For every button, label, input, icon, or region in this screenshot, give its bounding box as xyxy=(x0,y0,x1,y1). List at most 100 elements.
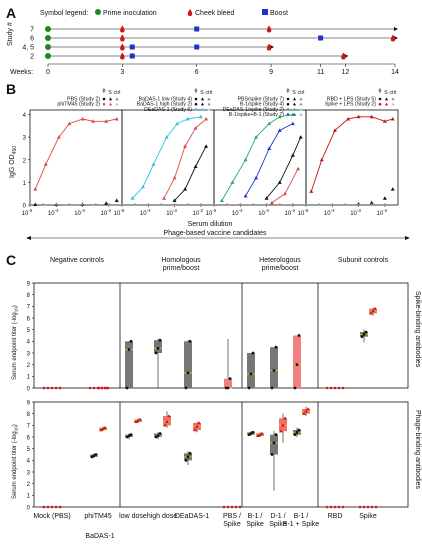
boost-icon xyxy=(262,9,268,15)
legend-item-label: Cheek bleed xyxy=(195,10,234,17)
zero-point xyxy=(230,505,234,509)
legend-entry-label: PBS (Study 2) xyxy=(67,97,100,103)
group-header: Heterologous xyxy=(259,257,301,264)
zero-point xyxy=(46,386,50,390)
boost-marker xyxy=(318,35,324,41)
baseline-point xyxy=(291,203,295,206)
data-point-spike xyxy=(281,423,285,427)
legend-entry-label: BaDAS-1 high (Study 2) xyxy=(137,102,193,108)
row-side-label: Phage-binding antibodies xyxy=(414,410,421,490)
bleed-marker xyxy=(120,25,125,33)
baseline-point xyxy=(357,203,360,206)
data-point xyxy=(254,175,259,180)
baseline-point xyxy=(133,203,137,206)
data-point xyxy=(319,157,324,162)
data-point xyxy=(219,198,224,202)
legend-marker-spike xyxy=(292,97,297,101)
data-point xyxy=(114,117,119,121)
weeks-tick-label: 12 xyxy=(342,69,350,76)
x-tick-exponent: -5 xyxy=(212,208,216,213)
data-point xyxy=(80,117,85,121)
boost-marker xyxy=(194,44,200,50)
data-point xyxy=(184,458,188,462)
data-point xyxy=(228,377,232,381)
baseline-point xyxy=(383,203,387,206)
zero-point xyxy=(54,505,58,509)
data-point xyxy=(369,200,374,205)
legend-entry-label: phiTM45 (Study 2) xyxy=(57,102,100,108)
data-point-spike xyxy=(283,416,287,420)
data-point-spike xyxy=(302,411,306,415)
group-header: Negative controls xyxy=(50,257,105,264)
x-tick-label: 10-5 xyxy=(114,208,125,217)
legend-entry-label: DEaDAS-1/spike (Study 7) xyxy=(223,107,285,113)
iggod-axis-label: IgG OD450 xyxy=(9,146,18,178)
zero-point xyxy=(374,505,378,509)
data-point-spike xyxy=(163,423,167,427)
legend-header-s: S xyxy=(292,90,296,96)
data-point xyxy=(390,117,395,121)
x-tick-exponent: -5 xyxy=(120,208,124,213)
x-tick-label: 10-2 xyxy=(377,208,388,217)
baseline-point xyxy=(28,203,32,206)
baseline-point xyxy=(370,203,373,206)
data-point xyxy=(154,351,158,355)
weeks-ticks: 0 3 6 9 11 12 14 xyxy=(46,63,399,76)
titer-axis-sub: 10 xyxy=(14,307,19,313)
data-point xyxy=(186,371,190,375)
category-label: B-1 + Spike xyxy=(283,521,319,528)
legend-marker-spike xyxy=(391,97,395,101)
x-tick-label: 10-2 xyxy=(285,208,296,217)
data-point xyxy=(141,184,146,189)
legend-marker-phage xyxy=(194,97,198,101)
category-label: phiTM45 xyxy=(84,513,111,520)
data-point xyxy=(249,372,253,376)
x-tick-exponent: -4 xyxy=(55,208,59,213)
zero-point xyxy=(100,386,104,390)
zero-point xyxy=(341,386,345,390)
y-tick-label: 9 xyxy=(27,281,31,287)
y-tick-label: 5 xyxy=(27,447,31,453)
data-point-spike xyxy=(167,414,171,418)
data-point xyxy=(390,187,395,191)
weeks-tick-label: 11 xyxy=(317,69,324,76)
data-point xyxy=(274,345,278,349)
data-point xyxy=(188,339,192,343)
data-point xyxy=(298,135,303,139)
boost-marker xyxy=(129,53,135,59)
titer-axis-label: Serum endpoint titer (-log10) xyxy=(12,305,19,380)
data-point xyxy=(91,119,96,123)
zero-point xyxy=(337,386,341,390)
legend-marker-phage xyxy=(378,97,382,101)
legend-header-phi: ϕ xyxy=(379,88,382,94)
zero-point xyxy=(325,505,329,509)
baseline-point xyxy=(68,203,71,206)
zero-point xyxy=(97,386,101,390)
panel-c-rows: 0 1 2 3 4 5 6 7 8 9 Serum endpoint titer (-log10) S… xyxy=(12,281,421,511)
legend-marker-spike xyxy=(207,102,211,106)
data-point-spike xyxy=(306,407,310,411)
y-tick-label: 4 xyxy=(23,113,27,119)
zero-point xyxy=(341,505,345,509)
data-point-spike xyxy=(101,427,105,431)
weeks-tick-label: 9 xyxy=(269,69,273,76)
weeks-axis-label: Weeks: xyxy=(10,69,33,76)
data-point xyxy=(272,441,276,445)
y-tick-label: 6 xyxy=(27,435,31,441)
legend-entry-label: Spike + LPS (Study 2) xyxy=(325,102,376,108)
data-point xyxy=(269,200,274,205)
baseline-point xyxy=(212,203,216,206)
data-point xyxy=(254,135,259,139)
data-point xyxy=(290,121,295,126)
data-point xyxy=(243,193,248,198)
data-point xyxy=(270,386,274,390)
bleed-marker xyxy=(120,43,125,51)
baseline-point xyxy=(344,203,347,206)
group-header: Subunit controls xyxy=(338,257,389,264)
baseline-point xyxy=(173,203,176,206)
titer-row-2: 0 1 2 3 4 5 6 7 8 9 Serum endpoint titer (-log10) P… xyxy=(12,400,421,511)
baseline-point xyxy=(225,203,229,206)
legend-title: Symbol legend: xyxy=(40,10,88,17)
